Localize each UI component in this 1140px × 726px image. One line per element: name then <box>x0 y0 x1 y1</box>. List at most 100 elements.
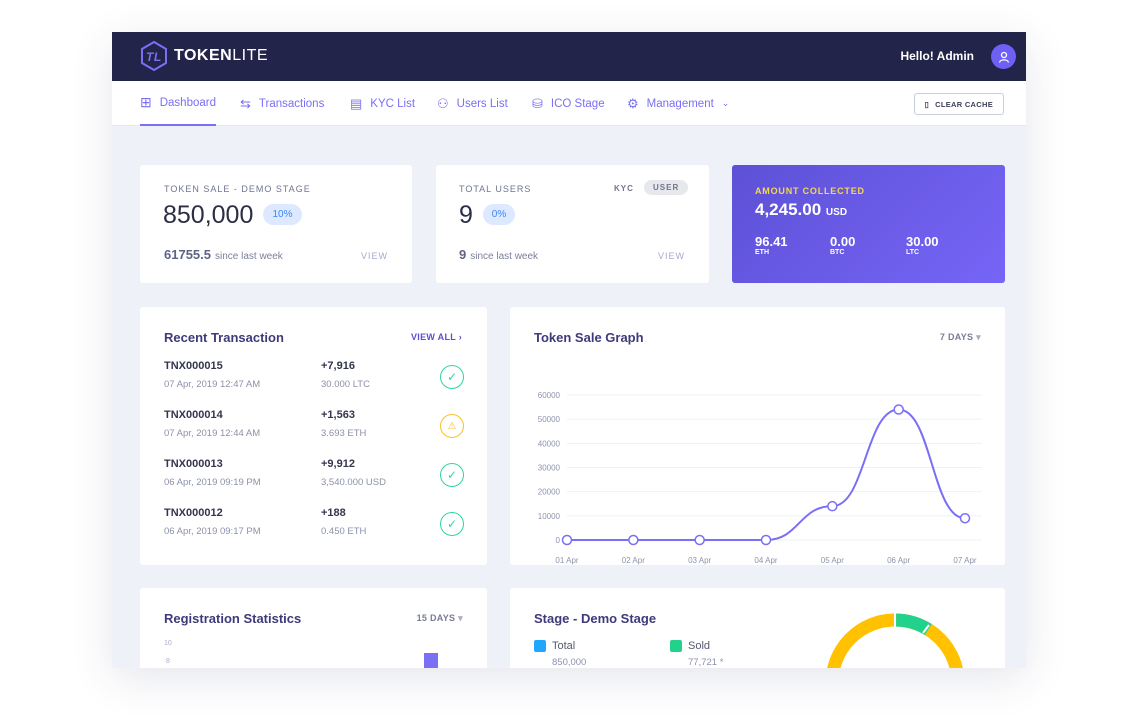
coin-value: 0.00 <box>830 234 856 249</box>
view-all-label: VIEW ALL <box>411 332 456 342</box>
token-sale-value: 850,000 <box>163 201 254 229</box>
token-sale-chart: 60000 50000 40000 30000 20000 10000 0 01 Apr 02 … <box>538 391 982 565</box>
caret-down-icon: ▾ <box>976 332 981 342</box>
legend-sold-label: Sold <box>688 640 711 652</box>
token-sale-card: TOKEN SALE - DEMO STAGE 850,000 10% 6175… <box>140 165 412 283</box>
logo-hex-icon: TL <box>141 41 167 71</box>
legend-sold-swatch <box>670 640 682 652</box>
nav-management[interactable]: ⚙ Management ⌄ <box>627 81 729 126</box>
transaction-row[interactable]: TNX000012 06 Apr, 2019 09:17 PM +188 0.450 … <box>164 507 464 553</box>
y-tick-label: 0 <box>556 536 561 545</box>
tx-date: 06 Apr, 2019 09:19 PM <box>164 477 261 488</box>
nav-label: Transactions <box>258 97 325 110</box>
top-header: TL TOKENLITE Hello! Admin <box>112 32 1026 81</box>
transaction-row[interactable]: TNX000013 06 Apr, 2019 09:19 PM +9,912 3,54… <box>164 458 464 504</box>
weekly-value: 61755.5 <box>164 247 211 262</box>
coin-value: 30.00 <box>906 234 939 249</box>
range-dropdown[interactable]: 15 DAYS ▾ <box>417 613 463 624</box>
nav-label: Users List <box>456 97 508 110</box>
transaction-row[interactable]: TNX000014 07 Apr, 2019 12:44 AM +1,563 3.69… <box>164 409 464 455</box>
coins-icon: ⛁ <box>532 95 543 111</box>
data-point <box>893 404 904 415</box>
view-link[interactable]: VIEW <box>360 251 388 261</box>
coin-code: ETH <box>755 249 769 256</box>
x-tick-label: 05 Apr <box>821 556 844 565</box>
user-avatar[interactable] <box>991 44 1016 69</box>
tx-id: TNX000015 <box>164 360 223 372</box>
check-circle-icon: ✓ <box>440 512 464 536</box>
user-icon: ⚇ <box>437 95 449 111</box>
range-label: 15 DAYS <box>416 613 456 623</box>
check-circle-icon: ✓ <box>440 365 464 389</box>
nav-label: Management <box>646 97 714 110</box>
data-point <box>561 534 573 546</box>
gear-icon: ⚙ <box>627 95 639 111</box>
weekly-text: since last week <box>470 251 539 262</box>
tx-id: TNX000014 <box>164 409 223 421</box>
tab-kyc[interactable]: KYC <box>614 184 634 193</box>
nav-users-list[interactable]: ⚇ Users List <box>437 81 508 126</box>
chevron-right-icon: › <box>458 332 463 342</box>
weekly-stat: 61755.5 since last week <box>164 247 283 262</box>
series-line <box>567 408 966 541</box>
token-sale-graph-card: Token Sale Graph 7 DAYS ▾ 60000 50000 4000… <box>510 307 1005 565</box>
weekly-text: since last week <box>215 251 283 262</box>
percent-badge: 10% <box>263 204 302 225</box>
amount-unit: USD <box>825 207 848 218</box>
tx-currency: 3,540.000 USD <box>321 477 386 488</box>
svg-text:TL: TL <box>146 50 162 64</box>
transaction-row[interactable]: TNX000015 07 Apr, 2019 12:47 AM +7,916 30.0… <box>164 360 464 406</box>
stage-card: Stage - Demo Stage Total 850,000 Sold 77… <box>510 588 1005 668</box>
nav-label: KYC List <box>370 97 416 110</box>
legend-total-label: Total <box>552 640 576 652</box>
nav-label: Dashboard <box>159 96 216 109</box>
registration-bar <box>424 653 438 668</box>
card-title: Registration Statistics <box>164 611 302 626</box>
total-users-card: TOTAL USERS KYC USER 9 0% 9 since last we… <box>436 165 709 283</box>
y-tick: 10 <box>164 640 172 647</box>
amount-value: 4,245.00 USD <box>755 200 847 220</box>
tx-id: TNX000012 <box>164 507 223 519</box>
card-title: Stage - Demo Stage <box>534 611 657 626</box>
greeting: Hello! Admin <box>900 49 974 63</box>
tx-currency: 0.450 ETH <box>321 526 367 537</box>
legend-total-value: 850,000 <box>552 657 587 668</box>
y-tick-label: 60000 <box>538 391 561 400</box>
view-all-link[interactable]: VIEW ALL › <box>411 332 462 342</box>
brand-logo[interactable]: TL TOKENLITE <box>140 41 268 71</box>
x-tick-label: 07 Apr <box>953 556 976 565</box>
view-link[interactable]: VIEW <box>657 251 685 261</box>
nav-label: ICO Stage <box>550 97 605 110</box>
y-tick-label: 50000 <box>538 415 561 424</box>
y-tick-label: 20000 <box>538 488 561 497</box>
coin-ltc: 30.00 LTC <box>906 234 939 256</box>
tx-currency: 3.693 ETH <box>321 428 367 439</box>
range-dropdown[interactable]: 7 DAYS ▾ <box>940 332 981 343</box>
recent-transaction-card: Recent Transaction VIEW ALL › TNX000015 0… <box>140 307 487 565</box>
tx-currency: 30.000 LTC <box>321 379 370 390</box>
card-label: TOKEN SALE - DEMO STAGE <box>164 184 311 194</box>
data-point <box>760 534 772 546</box>
clear-cache-label: CLEAR CACHE <box>935 99 993 109</box>
user-icon <box>998 51 1009 63</box>
legend-total-swatch <box>534 640 546 652</box>
nav-kyc-list[interactable]: ▤ KYC List <box>350 81 415 126</box>
clear-cache-button[interactable]: ▯ CLEAR CACHE <box>913 93 1004 115</box>
nav-dashboard[interactable]: ⊞ Dashboard <box>140 81 216 126</box>
tx-amount: +188 <box>321 507 346 519</box>
x-tick-label: 06 Apr <box>887 556 910 565</box>
x-tick-label: 04 Apr <box>754 556 777 565</box>
x-tick-label: 02 Apr <box>622 556 645 565</box>
coin-code: BTC <box>830 249 845 256</box>
x-tick-label: 01 Apr <box>555 556 578 565</box>
nav-ico-stage[interactable]: ⛁ ICO Stage <box>532 81 605 126</box>
chevron-down-icon: ⌄ <box>721 98 730 108</box>
card-label: TOTAL USERS <box>459 184 532 194</box>
nav-transactions[interactable]: ⇆ Transactions <box>240 81 324 126</box>
amount-collected-card: AMOUNT COLLECTED 4,245.00 USD 96.41 ETH 0… <box>732 165 1005 283</box>
tx-date: 06 Apr, 2019 09:17 PM <box>164 526 261 537</box>
weekly-stat: 9 since last week <box>459 247 538 262</box>
tab-user[interactable]: USER <box>644 180 689 195</box>
tx-date: 07 Apr, 2019 12:47 AM <box>164 379 261 390</box>
data-point <box>694 534 705 546</box>
